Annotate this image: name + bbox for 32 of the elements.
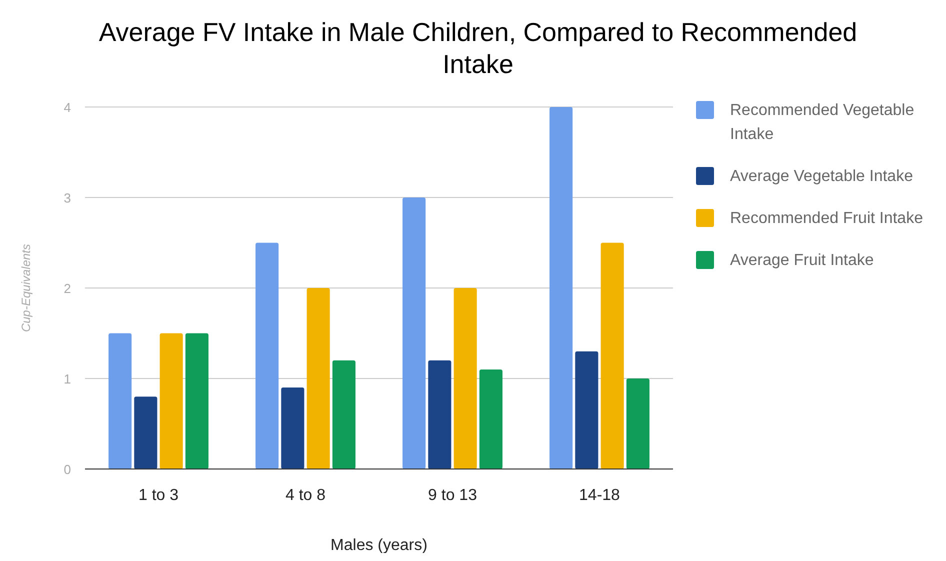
legend-label: Average Vegetable Intake <box>730 168 914 185</box>
x-tick-label: 14-18 <box>579 487 620 504</box>
bar <box>306 288 330 469</box>
bar <box>256 242 279 469</box>
bar <box>134 396 158 469</box>
bar <box>600 242 624 469</box>
bar <box>332 360 356 469</box>
y-tick-label: 3 <box>64 190 71 206</box>
bar <box>160 333 183 469</box>
bar <box>454 288 477 469</box>
legend-label: Average Fruit Intake <box>730 252 874 269</box>
x-tick-label: 4 to 8 <box>285 487 326 504</box>
legend-label: Recommended Fruit Intake <box>730 210 924 227</box>
bar <box>550 107 573 469</box>
y-axis-title: Cup-Equivalents <box>19 244 33 332</box>
y-tick-label: 0 <box>64 462 71 477</box>
y-tick-label: 1 <box>64 372 71 386</box>
bar <box>108 333 132 469</box>
bar <box>402 198 426 469</box>
x-tick-label: 9 to 13 <box>428 487 478 504</box>
y-tick-label: 2 <box>64 281 71 296</box>
chart-title: Average FV Intake in Male Children, Compared to Recommended Intake <box>98 17 858 79</box>
bar <box>575 351 598 469</box>
bar <box>185 333 208 469</box>
bar <box>626 378 650 469</box>
x-tick-label: 1 to 3 <box>138 487 179 504</box>
bar <box>281 388 304 469</box>
bar <box>479 369 502 469</box>
bar <box>428 360 452 469</box>
legend-label: Recommended Vegetable Intake <box>730 102 914 143</box>
y-tick-label: 4 <box>64 100 71 115</box>
x-axis-title: Males (years) <box>330 537 428 554</box>
